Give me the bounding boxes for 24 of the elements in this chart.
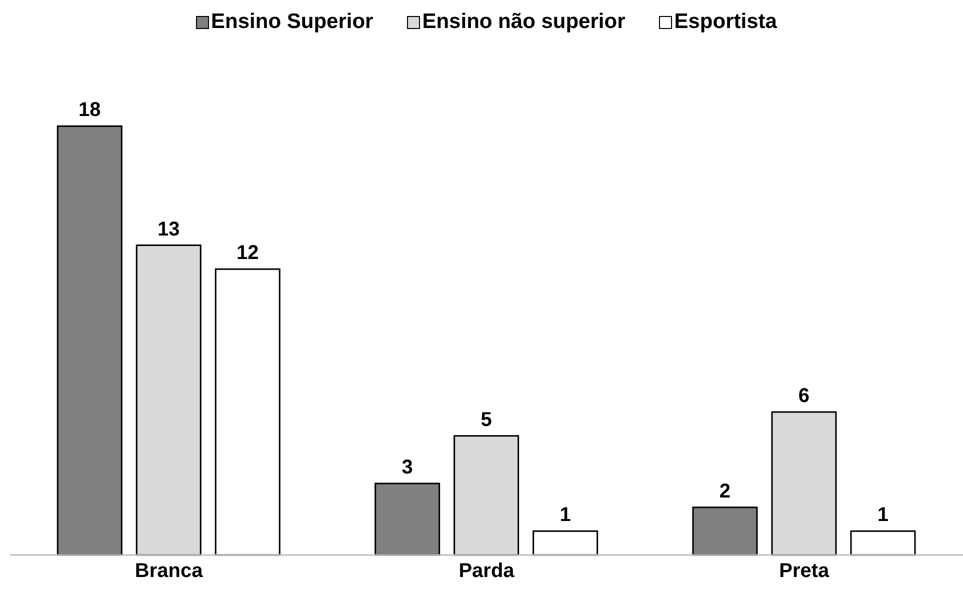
- bar: [136, 244, 202, 556]
- x-tick-label: Parda: [458, 560, 516, 582]
- data-label: 1: [877, 504, 889, 526]
- data-label: 3: [402, 456, 413, 479]
- x-tick-label: Preta: [779, 560, 830, 582]
- data-label: 5: [480, 408, 492, 431]
- legend-label: Esportista: [673, 10, 777, 34]
- bar: [771, 411, 837, 556]
- bar: [692, 506, 758, 556]
- bar: [214, 268, 280, 556]
- legend-label: Ensino não superior: [421, 10, 626, 34]
- bar: [454, 435, 520, 556]
- bar: [532, 530, 598, 556]
- data-label: 6: [798, 385, 810, 408]
- bar: [56, 125, 122, 556]
- data-label: 12: [236, 242, 259, 264]
- data-label: 2: [719, 480, 731, 502]
- data-label: 13: [158, 218, 180, 240]
- bar: [374, 482, 440, 556]
- data-label: 18: [78, 99, 101, 122]
- bar: [850, 530, 916, 556]
- data-label: 1: [560, 504, 571, 526]
- x-tick-label: Branca: [134, 560, 204, 582]
- legend-label: Ensino Superior: [210, 10, 374, 34]
